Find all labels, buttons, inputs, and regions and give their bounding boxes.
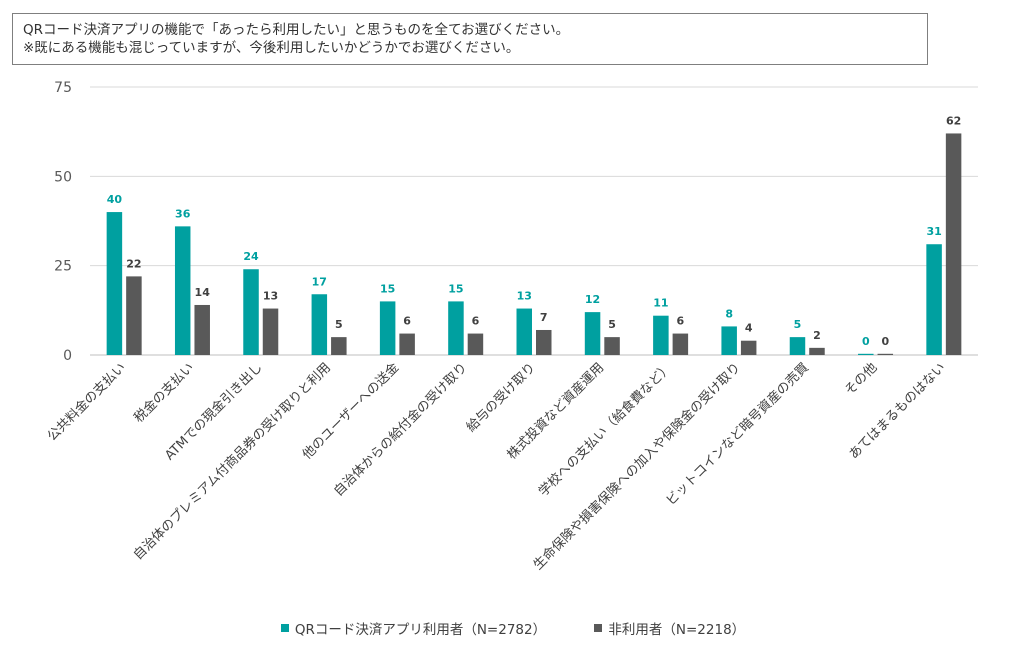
x-tick-label: 公共料金の支払い: [44, 360, 129, 445]
bar-users: [243, 269, 259, 355]
chart-legend: QRコード決済アプリ利用者（N=2782） 非利用者（N=2218）: [0, 618, 1026, 638]
data-label-users: 11: [653, 297, 668, 310]
data-label-non-users: 4: [745, 322, 753, 335]
data-label-non-users: 2: [813, 329, 821, 342]
data-label-users: 12: [585, 293, 600, 306]
bar-non-users: [945, 133, 962, 355]
data-label-non-users: 14: [195, 286, 211, 299]
bar-users: [379, 301, 396, 355]
y-tick-label: 0: [63, 348, 72, 364]
bar-non-users: [740, 340, 757, 355]
data-label-non-users: 5: [608, 318, 616, 331]
data-label-users: 15: [380, 282, 395, 295]
bar-users: [858, 353, 874, 355]
bar-users: [448, 301, 464, 355]
bar-users: [789, 337, 806, 355]
data-label-users: 36: [175, 207, 191, 220]
data-label-non-users: 22: [126, 257, 141, 270]
legend-swatch-non-users: [594, 624, 603, 632]
legend-swatch-users: [280, 624, 289, 632]
data-label-users: 40: [107, 193, 123, 206]
data-label-users: 0: [862, 335, 870, 348]
bar-non-users: [262, 308, 279, 355]
data-label-non-users: 62: [946, 114, 961, 127]
x-tick-label: その他: [842, 360, 880, 398]
data-label-users: 13: [517, 290, 532, 303]
bar-users: [174, 226, 191, 355]
bar-non-users: [331, 337, 347, 355]
y-tick-label: 75: [54, 80, 72, 96]
data-label-users: 8: [725, 307, 733, 320]
y-tick-label: 50: [54, 169, 72, 185]
bar-non-users: [399, 333, 415, 355]
data-label-users: 5: [794, 318, 802, 331]
x-tick-label: ビットコインなど暗号資産の売買: [663, 360, 812, 509]
bar-non-users: [126, 276, 142, 355]
bar-users: [584, 312, 601, 355]
x-tick-label: 給与の受け取り: [464, 360, 539, 435]
question-text-box: QRコード決済アプリの機能で「あったら利用したい」と思うものを全てお選びください…: [12, 13, 928, 65]
legend-item-non-users: 非利用者（N=2218）: [594, 618, 745, 638]
question-line-2: ※既にある機能も混じっていますが、今後利用したいかどうかでお選びください。: [23, 40, 520, 56]
bar-users: [653, 315, 669, 355]
data-label-users: 24: [243, 250, 259, 263]
bar-users: [516, 308, 532, 355]
question-line-1: QRコード決済アプリの機能で「あったら利用したい」と思うものを全てお選びください…: [23, 22, 570, 38]
bar-non-users: [467, 333, 484, 355]
x-tick-label: 税金の支払い: [131, 360, 197, 426]
x-tick-label: 自治体からの給付金の受け取り: [331, 360, 471, 500]
bar-users: [311, 294, 328, 355]
bar-users: [721, 326, 737, 355]
bar-non-users: [536, 329, 552, 355]
data-label-non-users: 7: [540, 311, 548, 324]
data-label-non-users: 6: [403, 315, 411, 328]
bar-users: [926, 244, 942, 355]
data-label-users: 31: [926, 225, 941, 238]
bar-users: [106, 212, 123, 355]
data-label-non-users: 13: [263, 290, 278, 303]
bar-non-users: [809, 347, 825, 355]
data-label-users: 15: [448, 282, 463, 295]
bar-non-users: [194, 304, 210, 355]
data-label-non-users: 0: [881, 335, 889, 348]
y-tick-label: 25: [54, 259, 72, 275]
legend-label-users: QRコード決済アプリ利用者（N=2782）: [294, 622, 547, 638]
bar-non-users: [877, 353, 894, 355]
x-tick-label: 学校への支払い（給食費など）: [535, 360, 675, 500]
data-label-non-users: 5: [335, 318, 343, 331]
bar-non-users: [604, 337, 620, 355]
legend-item-users: QRコード決済アプリ利用者（N=2782）: [280, 618, 547, 638]
data-label-users: 17: [312, 275, 327, 288]
bar-non-users: [672, 333, 689, 355]
legend-label-non-users: 非利用者（N=2218）: [608, 622, 746, 638]
data-label-non-users: 6: [677, 315, 685, 328]
data-label-non-users: 6: [472, 315, 480, 328]
